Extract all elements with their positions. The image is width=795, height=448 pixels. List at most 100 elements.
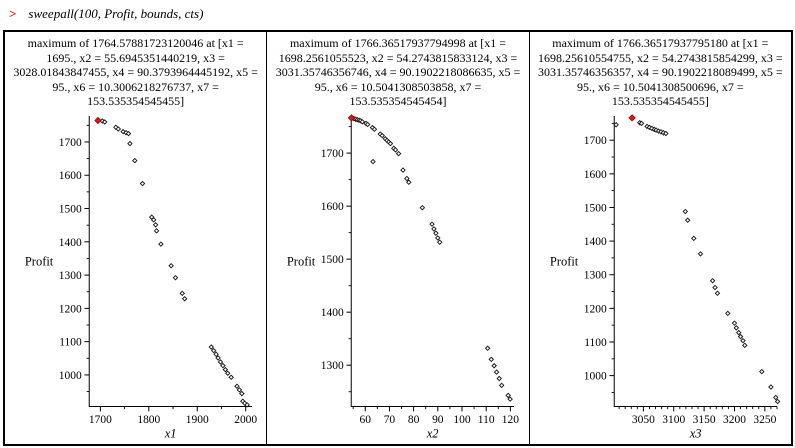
data-point — [208, 343, 215, 350]
data-point — [491, 362, 498, 368]
data-point — [372, 125, 378, 132]
data-point — [431, 225, 438, 232]
data-point — [236, 386, 243, 393]
data-point — [741, 342, 748, 348]
x-tick-label: 110 — [478, 414, 495, 426]
data-point — [379, 132, 386, 138]
data-point — [697, 250, 703, 257]
x-tick-label: 90 — [432, 414, 444, 426]
y-axis-label: Profit — [25, 254, 54, 268]
x-tick-label: 1800 — [137, 414, 160, 426]
data-point — [724, 310, 731, 316]
scatter-plot-x2: 60 70 80 90 100 110 120 1300 1400 1500 1600 1700 x2 P… — [287, 113, 520, 440]
y-tick-label: 1200 — [583, 303, 606, 315]
data-point — [433, 229, 439, 236]
data-point — [488, 356, 495, 362]
data-point — [684, 216, 691, 223]
data-point — [774, 398, 781, 404]
data-point — [131, 157, 138, 163]
axes-lines — [351, 115, 515, 407]
y-tick-label: 1300 — [59, 270, 82, 282]
data-point — [507, 395, 514, 402]
data-point — [139, 180, 146, 186]
data-point — [499, 382, 505, 388]
data-point — [150, 216, 157, 223]
data-point — [437, 238, 443, 245]
scatter-plot-x3: 3050 3100 3150 3200 3250 1000 1100 1200 1300 1400… — [550, 113, 781, 440]
y-tick-label: 1600 — [59, 170, 82, 182]
data-point — [731, 319, 737, 326]
data-point — [127, 140, 133, 146]
data-point — [125, 130, 132, 136]
data-point — [158, 240, 164, 247]
data-point — [213, 351, 219, 357]
data-point — [225, 370, 231, 376]
data-point — [181, 295, 188, 301]
y-tick-label: 1600 — [321, 201, 344, 213]
y-tick-label: 1100 — [584, 336, 607, 348]
y-tick-label: 1400 — [321, 307, 344, 319]
max-point — [94, 116, 102, 124]
data-point — [393, 146, 399, 153]
data-point — [153, 227, 160, 234]
x-tick-label: 2000 — [234, 414, 257, 426]
data-point — [767, 383, 774, 390]
x-tick-label: 1700 — [89, 414, 112, 426]
prompt-symbol: > — [9, 6, 17, 21]
x-tick-label: 3100 — [662, 414, 685, 426]
y-tick-label: 1400 — [583, 236, 606, 248]
data-point — [505, 392, 512, 398]
y-tick-label: 1400 — [59, 236, 82, 248]
data-point — [168, 262, 174, 269]
data-point — [113, 124, 119, 130]
y-tick-label: 1600 — [583, 168, 606, 180]
data-point — [217, 358, 224, 365]
data-point — [215, 354, 221, 361]
data-point — [359, 118, 366, 125]
data-point — [485, 344, 491, 351]
data-point — [370, 158, 377, 164]
y-tick-label: 1700 — [59, 136, 82, 148]
x-axis-label: x1 — [164, 426, 177, 440]
data-point — [220, 362, 226, 368]
data-point — [612, 121, 619, 128]
data-point — [733, 324, 739, 331]
data-point — [429, 220, 436, 227]
x-tick-label: 60 — [360, 414, 372, 426]
y-tick-label: 1700 — [321, 148, 344, 160]
data-point — [419, 204, 426, 210]
y-tick-label: 1000 — [583, 370, 606, 382]
data-point — [739, 337, 746, 343]
y-tick-label: 1700 — [583, 135, 606, 147]
y-tick-label: 1300 — [321, 360, 344, 372]
x-tick-label: 3250 — [753, 414, 776, 426]
maple-input-line[interactable]: > sweepall(100, Profit, bounds, cts) — [9, 5, 203, 23]
data-point — [735, 329, 742, 335]
command-text: sweepall(100, Profit, bounds, cts) — [28, 6, 204, 21]
data-point — [396, 150, 402, 156]
data-point — [234, 382, 240, 389]
data-point — [682, 208, 688, 214]
x-tick-label: 3150 — [692, 414, 715, 426]
plot-title-x3: maximum of 1766.36517937795180 at [x1 = … — [538, 36, 783, 108]
data-point — [404, 175, 410, 181]
data-point — [210, 347, 217, 353]
data-point — [662, 130, 669, 136]
plot-array-frame: maximum of 1764.57881723120046 at [x1 = … — [3, 30, 793, 446]
x-tick-label: 80 — [408, 414, 420, 426]
data-point — [714, 289, 720, 296]
y-axis-label: Profit — [287, 254, 316, 268]
data-point — [228, 373, 234, 380]
data-point — [222, 366, 229, 372]
y-tick-label: 1000 — [59, 369, 82, 381]
data-point — [101, 118, 108, 125]
y-tick-label: 1100 — [59, 336, 82, 348]
data-point — [400, 166, 407, 173]
x-axis-label: x3 — [688, 426, 701, 440]
y-tick-label: 1300 — [583, 269, 606, 281]
data-point — [387, 140, 394, 146]
data-point — [244, 401, 250, 408]
data-point — [239, 390, 245, 396]
data-point — [115, 125, 122, 132]
plot-title-x1: maximum of 1764.57881723120046 at [x1 = … — [13, 36, 258, 108]
